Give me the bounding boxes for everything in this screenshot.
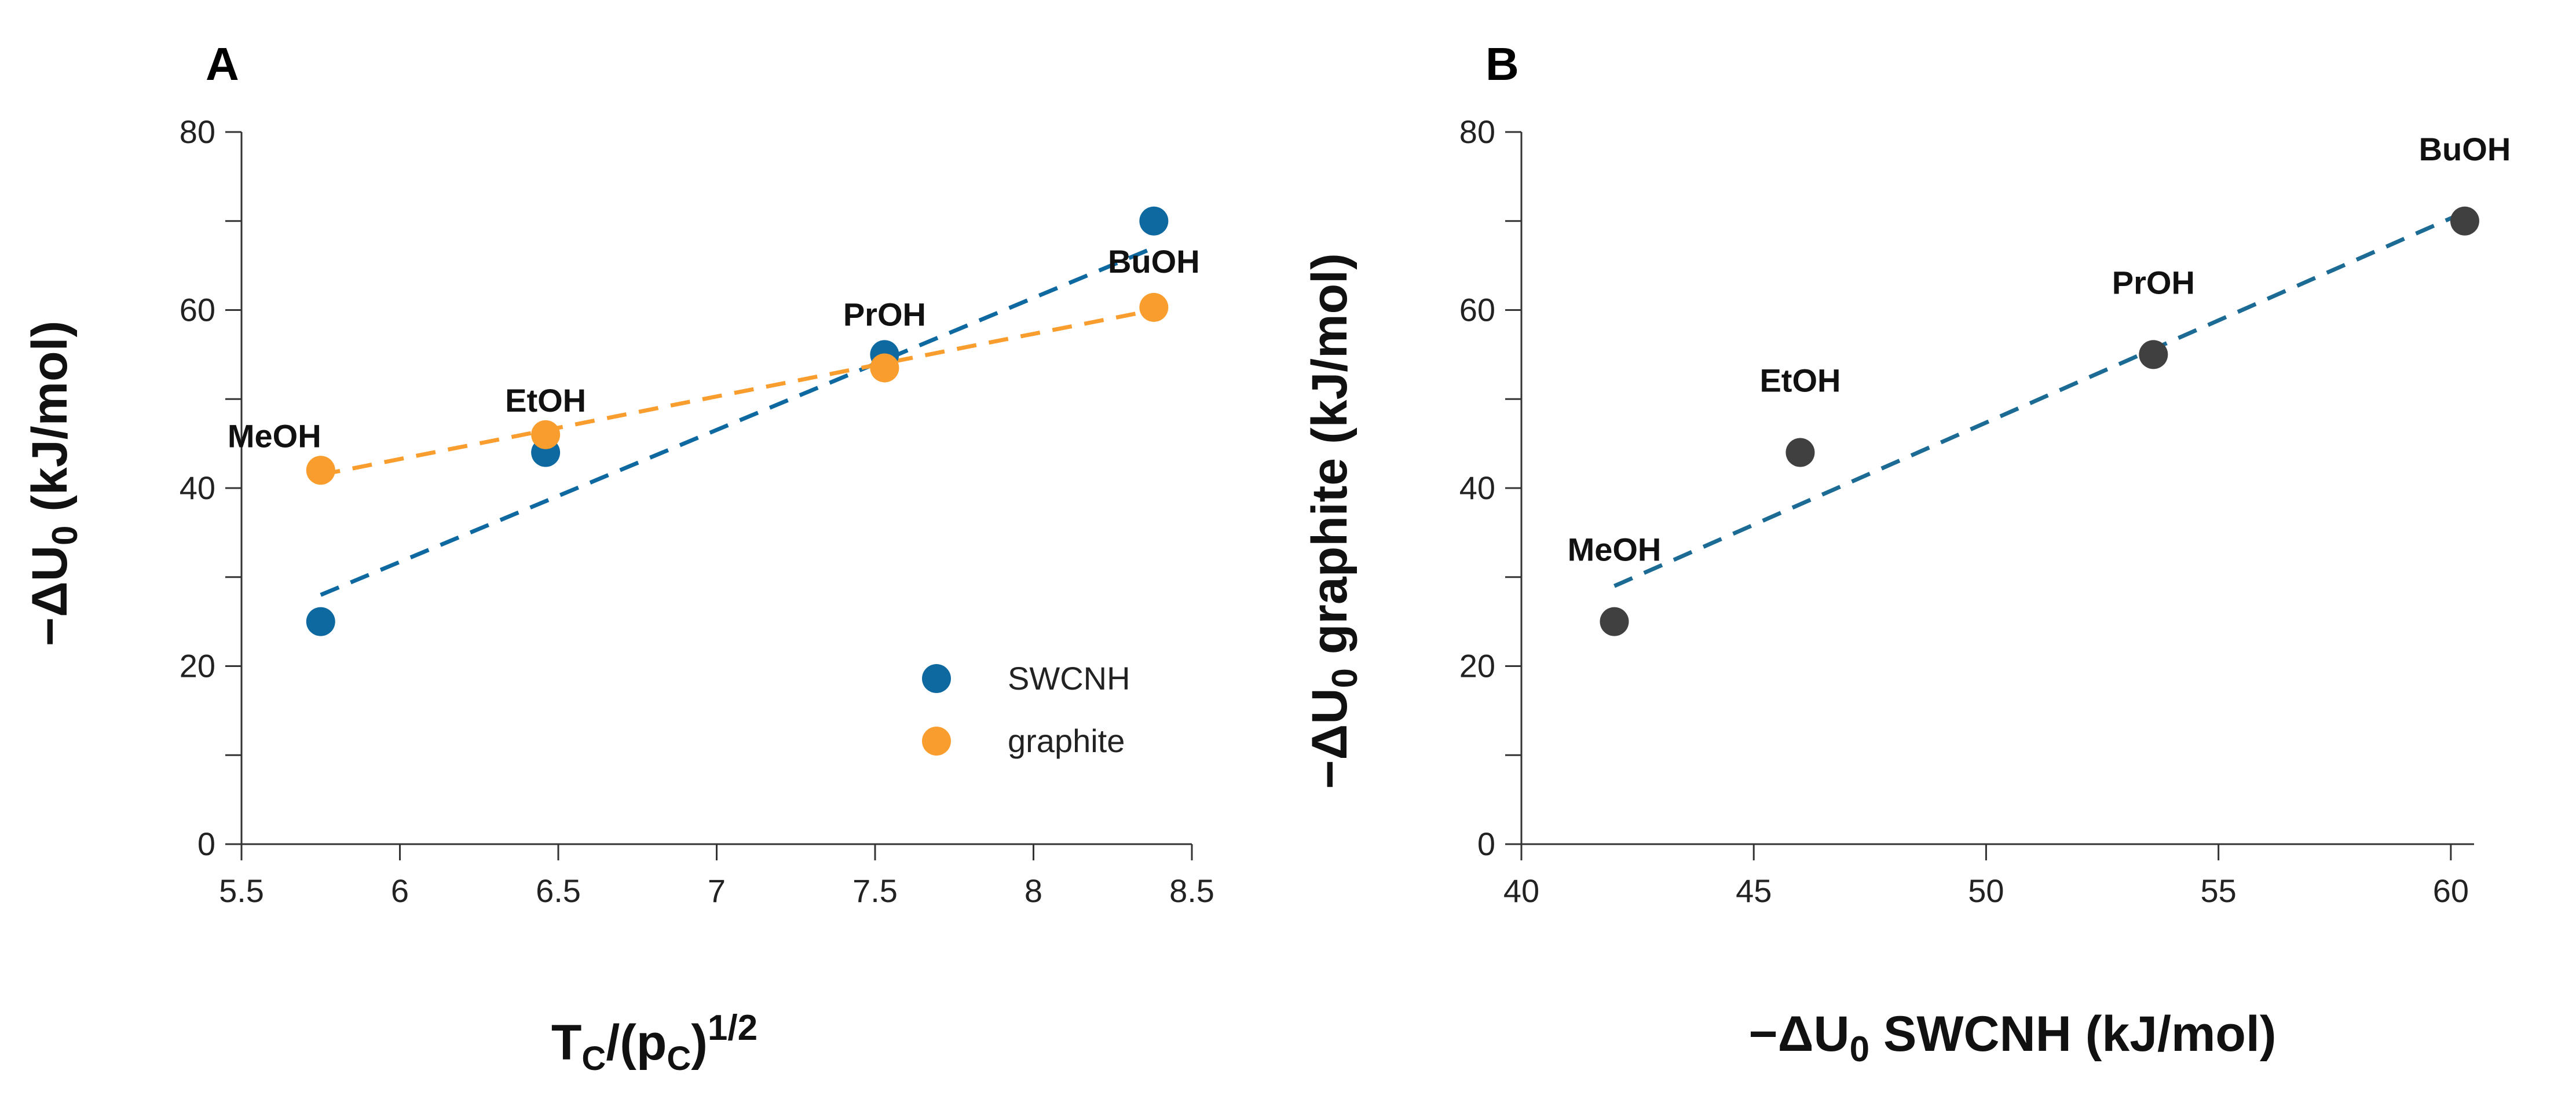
point-label: PrOH [843, 296, 926, 332]
x-tick-label: 45 [1736, 873, 1772, 909]
point-label: MeOH [1568, 531, 1662, 568]
y-tick-label: 60 [180, 292, 215, 328]
point-graphite [531, 420, 561, 449]
point-label: PrOH [2112, 264, 2195, 300]
panel-a-annotations: MeOH EtOH PrOH BuOH [228, 243, 1200, 454]
panel-b-annotations: MeOH EtOH PrOH BuOH [1568, 131, 2511, 568]
y-tick-label: 40 [1459, 470, 1495, 506]
x-tick-label: 40 [1503, 873, 1539, 909]
fit-line-alcohols [1613, 210, 2466, 588]
x-tick-label: 7.5 [852, 873, 898, 909]
legend-marker [922, 664, 951, 693]
panel-b-x-axis-title: −ΔU0 SWCNH (kJ/mol) [1748, 1006, 2276, 1069]
panel-b: B 0 20 40 60 80 40 45 50 55 60 MeOH EtOH PrOH BuOH −… [1302, 38, 2511, 1069]
panel-a-fit-lines [320, 245, 1155, 597]
point-label: MeOH [228, 417, 321, 454]
panel-a-label: A [206, 38, 239, 90]
fit-line-swcnh [320, 245, 1155, 597]
point-graphite [1139, 292, 1169, 322]
panel-b-label: B [1485, 38, 1519, 90]
panel-a: A 0 20 40 60 80 5.5 6 6.5 7 7.5 8 8.5 MeOH EtOH PrOH B… [22, 38, 1214, 1077]
fit-line-graphite [320, 308, 1155, 477]
legend-label: graphite [1008, 723, 1125, 759]
x-tick-label: 8.5 [1169, 873, 1214, 909]
y-tick-label: 0 [197, 826, 215, 862]
x-tick-label: 55 [2201, 873, 2237, 909]
x-tick-label: 8 [1024, 873, 1042, 909]
x-tick-label: 7 [708, 873, 726, 909]
panel-a-y-axis-title: −ΔU0 (kJ/mol) [22, 321, 85, 646]
panel-a-x-axis-title: TC/(pC)1/2 [551, 1008, 758, 1077]
y-tick-label: 0 [1477, 826, 1495, 862]
point-swcnh [1139, 206, 1169, 236]
point-label: BuOH [2419, 131, 2511, 167]
y-tick-label: 80 [1459, 113, 1495, 150]
x-tick-label: 50 [1968, 873, 2004, 909]
x-tick-label: 6.5 [536, 873, 581, 909]
point-alcohols [2139, 340, 2168, 369]
point-swcnh [306, 607, 335, 636]
panel-b-axes: 0 20 40 60 80 40 45 50 55 60 [1459, 113, 2474, 909]
panel-b-fit-lines [1613, 210, 2466, 588]
y-tick-label: 60 [1459, 292, 1495, 328]
panel-b-points [1600, 206, 2479, 636]
x-tick-label: 60 [2433, 873, 2469, 909]
point-label: EtOH [1759, 362, 1840, 399]
y-tick-label: 80 [180, 113, 215, 150]
y-tick-label: 40 [180, 470, 215, 506]
point-alcohols [1600, 607, 1629, 636]
panel-a-legend: SWCNH graphite [922, 660, 1130, 759]
panel-a-axes: 0 20 40 60 80 5.5 6 6.5 7 7.5 8 8.5 [180, 113, 1214, 909]
legend-label: SWCNH [1008, 660, 1130, 697]
point-alcohols [2450, 206, 2479, 236]
y-tick-label: 20 [1459, 648, 1495, 684]
point-graphite [870, 353, 899, 383]
x-tick-label: 5.5 [219, 873, 264, 909]
panel-b-y-axis-title: −ΔU0 graphite (kJ/mol) [1302, 253, 1365, 789]
point-graphite [306, 456, 335, 485]
legend-marker [922, 727, 951, 756]
panel-a-points [306, 206, 1169, 636]
y-tick-label: 20 [180, 648, 215, 684]
point-label: EtOH [505, 382, 586, 419]
point-label: BuOH [1108, 243, 1200, 280]
x-tick-label: 6 [391, 873, 409, 909]
point-alcohols [1785, 438, 1815, 467]
